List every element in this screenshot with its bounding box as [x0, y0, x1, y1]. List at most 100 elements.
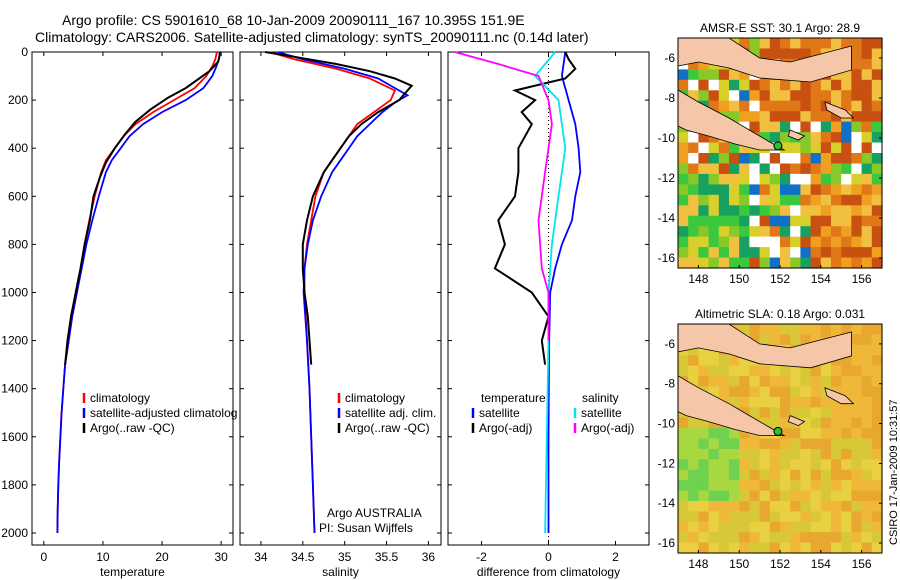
- sst-map-argo-marker: [773, 141, 783, 151]
- sst-map-cell: [851, 215, 863, 227]
- sla-map-cell: [790, 376, 801, 387]
- sla-map-cell: [871, 355, 883, 367]
- sla-map-cell: [759, 334, 771, 346]
- sst-map-cell: [871, 236, 883, 248]
- sla-map-cell: [708, 490, 720, 502]
- difference-series-line: [493, 51, 577, 365]
- sla-map-cell: [861, 459, 873, 471]
- sla-map-cell: [871, 428, 883, 440]
- sla-map-cell: [739, 490, 750, 502]
- sla-map-cell: [739, 480, 750, 492]
- sla-map-cell: [678, 542, 689, 554]
- sla-map-cell: [861, 480, 873, 492]
- sla-map-cell: [769, 438, 781, 450]
- sst-map-cell: [820, 236, 832, 248]
- sla-map-cell: [759, 490, 771, 502]
- salinity-xlabel: salinity: [322, 565, 359, 579]
- sla-map-cell: [871, 501, 883, 512]
- sla-map-cell: [718, 428, 730, 440]
- sla-map-cell: [831, 532, 842, 544]
- sst-map-cell: [729, 163, 740, 175]
- sla-map-cell: [820, 428, 832, 440]
- sla-map-cell: [790, 542, 801, 554]
- sst-map-cell: [749, 163, 761, 175]
- sla-map-cell: [708, 376, 720, 387]
- sla-map-ytick-label: -12: [658, 456, 676, 470]
- sst-map-cell: [769, 226, 781, 238]
- sst-map-cell: [718, 69, 730, 81]
- sst-map-cell: [871, 173, 883, 185]
- sla-map-cell: [841, 438, 852, 450]
- sst-map-cell: [678, 205, 689, 217]
- sla-map-cell: [831, 469, 842, 481]
- sst-map-cell: [871, 247, 883, 259]
- sla-map-cell: [780, 448, 791, 460]
- sst-map-cell: [841, 257, 852, 269]
- difference-xtick-label: 0: [545, 550, 552, 564]
- sst-map-cell: [718, 194, 730, 206]
- sst-map-cell: [810, 205, 822, 217]
- sla-map-ytick-label: -6: [664, 337, 675, 351]
- sla-map-cell: [861, 501, 873, 512]
- sla-map-cell: [678, 365, 689, 377]
- sst-map-cell: [810, 236, 822, 248]
- sla-map-cell: [769, 542, 781, 554]
- sla-map-cell: [749, 521, 761, 533]
- sst-map-xtick-label: 148: [688, 272, 708, 286]
- sst-map-cell: [698, 236, 710, 248]
- sst-map-cell: [688, 226, 699, 238]
- sst-map-cell: [871, 90, 883, 102]
- sst-map-cell: [871, 163, 883, 175]
- sst-map-cell: [729, 205, 740, 217]
- sst-map-cell: [820, 184, 832, 196]
- sla-map-cell: [769, 532, 781, 544]
- sla-map-land: [787, 415, 806, 427]
- sst-map-cell: [780, 236, 791, 248]
- sst-map-cell: [749, 48, 761, 60]
- ytick-label: 1800: [1, 478, 28, 492]
- sst-map-cell: [718, 215, 730, 227]
- sla-map-cell: [739, 459, 750, 471]
- sst-map-cell: [851, 257, 863, 269]
- sla-map-cell: [759, 469, 771, 481]
- sst-map-cell: [769, 79, 781, 91]
- sla-map-cell: [810, 480, 822, 492]
- sla-map-cell: [769, 334, 781, 346]
- sla-map-cell: [718, 511, 730, 523]
- sla-map-cell: [841, 448, 852, 460]
- sla-map-cell: [800, 376, 812, 387]
- sst-map-cell: [749, 38, 761, 50]
- sst-map-cell: [790, 79, 801, 91]
- sla-map-cell: [729, 501, 740, 512]
- sst-map-cell: [759, 38, 771, 50]
- sst-map-cell: [708, 79, 720, 91]
- sla-map-cell: [780, 324, 791, 335]
- sst-map-cell: [790, 205, 801, 217]
- sst-map-cell: [831, 38, 842, 50]
- sst-map-cell: [790, 48, 801, 60]
- sst-map-cell: [718, 79, 730, 91]
- sla-map-cell: [759, 501, 771, 512]
- sla-map-cell: [678, 501, 689, 512]
- sla-map-cell: [810, 417, 822, 429]
- sla-map-cell: [841, 532, 852, 544]
- sla-map-cell: [749, 396, 761, 408]
- sla-map-cell: [729, 365, 740, 377]
- sla-map-cell: [769, 407, 781, 419]
- sst-map-cell: [739, 38, 750, 50]
- sst-map-cell: [851, 69, 863, 81]
- sst-map-cell: [780, 100, 791, 112]
- sst-map-cell: [831, 132, 842, 144]
- sst-map-cell: [841, 236, 852, 248]
- sst-map-cell: [871, 132, 883, 144]
- sst-map-cell: [688, 173, 699, 185]
- sla-map-cell: [739, 448, 750, 460]
- sla-map-cell: [861, 490, 873, 502]
- temperature-legend-entry: Argo(..raw -QC): [90, 421, 175, 435]
- salinity-legend-entry: satellite adj. clim.: [345, 406, 436, 420]
- sst-map-cell: [739, 184, 750, 196]
- sst-map-cell: [729, 79, 740, 91]
- sst-map-cell: [780, 184, 791, 196]
- sst-map-cell: [780, 215, 791, 227]
